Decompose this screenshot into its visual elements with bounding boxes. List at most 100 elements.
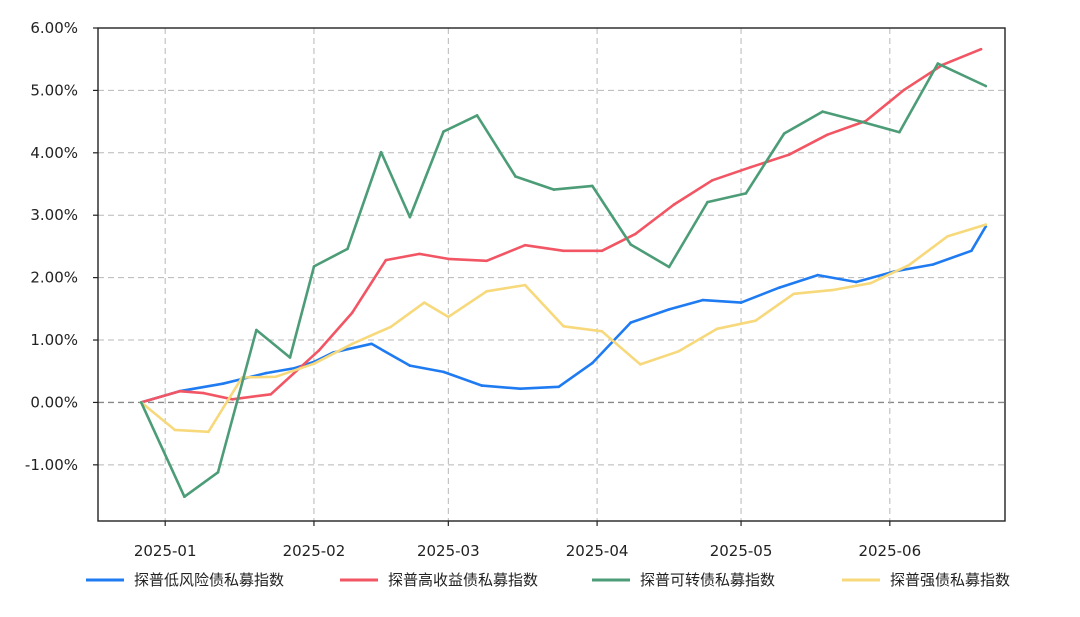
y-tick-label: 5.00% xyxy=(30,81,78,99)
data-point xyxy=(346,247,349,251)
data-point xyxy=(970,249,973,253)
data-point xyxy=(639,363,642,366)
plot-frame xyxy=(97,27,1006,522)
legend: 探普低风险债私募指数 探普高收益债私募指数 探普可转债私募指数 探普强债私募指数 xyxy=(86,571,1010,589)
data-point xyxy=(288,356,292,359)
data-point xyxy=(591,184,594,188)
data-point xyxy=(600,330,604,333)
data-point xyxy=(312,362,316,366)
legend-label: 探普可转债私募指数 xyxy=(640,571,775,589)
data-point xyxy=(946,235,949,238)
series-line-2 xyxy=(139,47,983,404)
data-point xyxy=(754,319,757,323)
data-point xyxy=(907,263,911,267)
series-line-4 xyxy=(139,223,988,434)
data-point xyxy=(202,391,205,395)
data-point xyxy=(869,281,872,285)
data-point xyxy=(379,150,383,154)
data-point xyxy=(936,62,940,65)
data-point xyxy=(447,315,450,319)
data-point xyxy=(984,223,988,226)
data-point xyxy=(485,290,489,293)
data-point xyxy=(634,232,637,236)
series-3 xyxy=(139,62,988,499)
data-point xyxy=(447,257,450,261)
data-point xyxy=(442,130,445,133)
data-point xyxy=(351,342,354,346)
data-point xyxy=(984,84,988,88)
series-4 xyxy=(139,223,988,434)
data-point xyxy=(859,120,863,123)
data-point xyxy=(711,179,714,182)
data-point xyxy=(475,114,479,117)
grid xyxy=(98,27,1005,521)
data-point xyxy=(255,328,258,332)
legend-item-1: 探普低风险债私募指数 xyxy=(86,571,284,589)
data-point xyxy=(264,371,268,375)
y-tick-label: 6.00% xyxy=(30,19,78,37)
x-tick-label: 2025-05 xyxy=(710,542,773,560)
data-point xyxy=(480,384,484,387)
data-point xyxy=(173,428,177,432)
data-point xyxy=(706,200,709,204)
data-point xyxy=(183,495,186,499)
data-point xyxy=(317,349,321,352)
data-point xyxy=(830,288,834,292)
data-point xyxy=(715,327,719,331)
data-point xyxy=(408,364,412,367)
data-point xyxy=(821,110,824,113)
data-point xyxy=(519,387,522,391)
data-point xyxy=(557,385,560,389)
data-point xyxy=(902,88,906,92)
series-line-3 xyxy=(139,62,988,499)
legend-item-4: 探普强债私募指数 xyxy=(842,571,1010,589)
data-point xyxy=(485,259,489,263)
x-tick-label: 2025-01 xyxy=(134,542,197,560)
data-point xyxy=(423,301,426,304)
data-point xyxy=(778,286,781,289)
data-point xyxy=(269,393,273,396)
data-point xyxy=(221,382,225,386)
data-point xyxy=(677,350,680,353)
data-point xyxy=(931,263,935,266)
data-point xyxy=(274,375,277,379)
data-point xyxy=(231,398,234,401)
y-tick-label: 3.00% xyxy=(30,206,78,224)
legend-label: 探普低风险债私募指数 xyxy=(134,571,284,589)
data-point xyxy=(701,298,704,302)
data-point xyxy=(207,430,210,434)
data-point xyxy=(591,361,594,365)
data-point xyxy=(600,249,604,253)
data-point xyxy=(384,258,388,262)
data-point xyxy=(979,47,983,51)
data-point xyxy=(312,265,316,268)
data-point xyxy=(629,321,632,324)
data-point xyxy=(562,325,565,328)
data-point xyxy=(552,188,556,191)
data-point xyxy=(370,342,373,346)
data-point xyxy=(216,471,220,474)
legend-item-2: 探普高收益债私募指数 xyxy=(340,571,538,589)
data-point xyxy=(739,301,743,304)
y-tick-label: 4.00% xyxy=(30,144,78,162)
data-point xyxy=(629,243,632,246)
legend-label: 探普强债私募指数 xyxy=(890,571,1010,589)
data-point xyxy=(514,175,517,178)
data-point xyxy=(442,370,445,374)
y-tick-label: -1.00% xyxy=(25,456,78,474)
data-point xyxy=(854,280,858,284)
data-point xyxy=(418,252,421,256)
x-tick-label: 2025-06 xyxy=(858,542,921,560)
x-tick-label: 2025-03 xyxy=(417,542,480,560)
data-point xyxy=(667,308,671,311)
data-point xyxy=(787,153,791,156)
y-tick-label: 0.00% xyxy=(30,393,78,411)
data-point xyxy=(389,325,393,329)
x-tick-label: 2025-04 xyxy=(566,542,629,560)
y-tick-label: 2.00% xyxy=(30,269,78,287)
data-point xyxy=(523,283,527,287)
legend-item-3: 探普可转债私募指数 xyxy=(592,571,775,589)
data-point xyxy=(749,165,752,169)
data-point xyxy=(826,133,829,136)
